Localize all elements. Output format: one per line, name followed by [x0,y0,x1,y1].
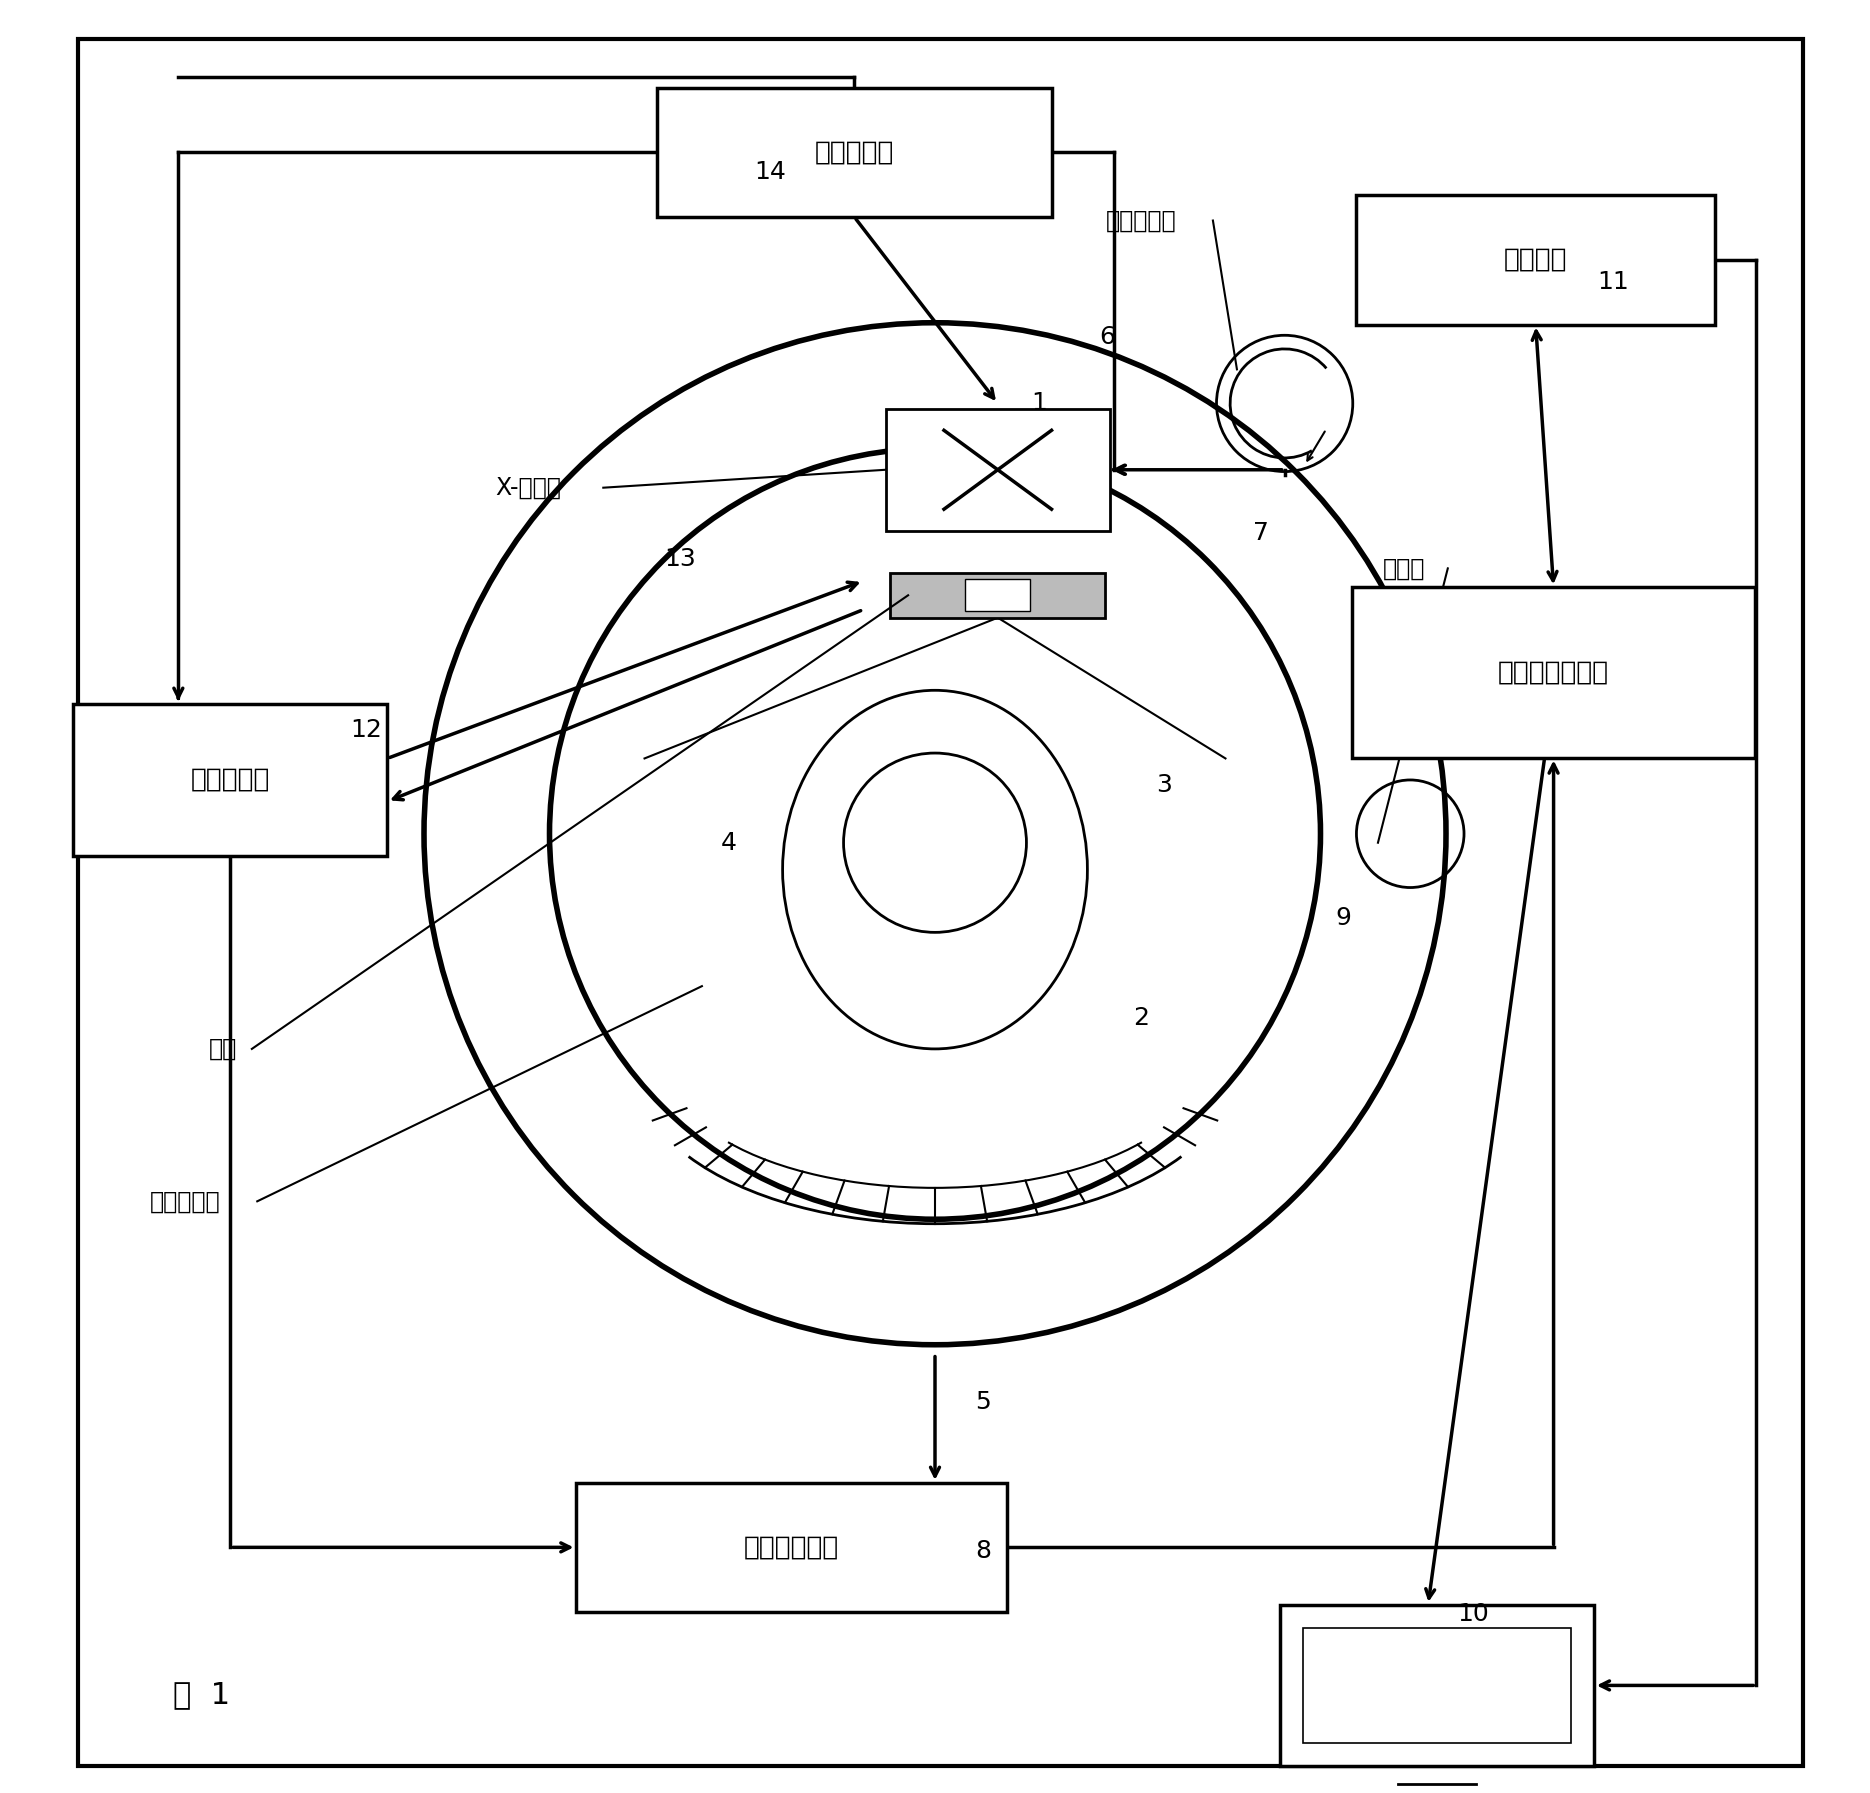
Text: 光阑: 光阑 [209,1036,237,1061]
Text: 11: 11 [1597,269,1629,294]
Text: 5: 5 [976,1390,991,1415]
FancyBboxPatch shape [890,572,1105,617]
FancyBboxPatch shape [1352,586,1756,757]
FancyBboxPatch shape [886,409,1109,531]
Text: 数据测量系统: 数据测量系统 [744,1535,840,1560]
Text: 管流控制器: 管流控制器 [815,140,894,165]
FancyBboxPatch shape [1281,1605,1593,1766]
Text: 剂量监视器: 剂量监视器 [1105,208,1176,233]
Text: 图  1: 图 1 [172,1680,230,1709]
FancyBboxPatch shape [1303,1628,1571,1743]
FancyBboxPatch shape [656,88,1051,217]
FancyBboxPatch shape [73,703,387,857]
Text: 9: 9 [1335,905,1352,931]
Text: 13: 13 [664,547,696,572]
Text: 2: 2 [1133,1006,1150,1031]
FancyBboxPatch shape [965,579,1030,611]
Text: 辐射检测器: 辐射检测器 [150,1189,221,1214]
Text: 监视器: 监视器 [1414,1673,1460,1698]
Text: 1: 1 [1030,391,1047,416]
Text: 驱动轮: 驱动轮 [1384,556,1425,581]
Text: 10: 10 [1457,1601,1489,1626]
Text: 12: 12 [352,717,383,742]
Text: X-射线管: X-射线管 [496,475,561,500]
Text: 用户接口: 用户接口 [1503,247,1567,273]
Text: 4: 4 [720,830,737,855]
Text: 8: 8 [976,1538,991,1563]
Text: 曝射控制器: 曝射控制器 [191,767,269,793]
Text: 3: 3 [1156,773,1172,798]
Text: 14: 14 [754,160,785,185]
FancyBboxPatch shape [576,1483,1006,1612]
Text: 7: 7 [1253,520,1270,545]
Text: 图像再现计算机: 图像再现计算机 [1498,660,1610,685]
Text: 6: 6 [1100,325,1115,350]
FancyBboxPatch shape [1356,195,1715,325]
